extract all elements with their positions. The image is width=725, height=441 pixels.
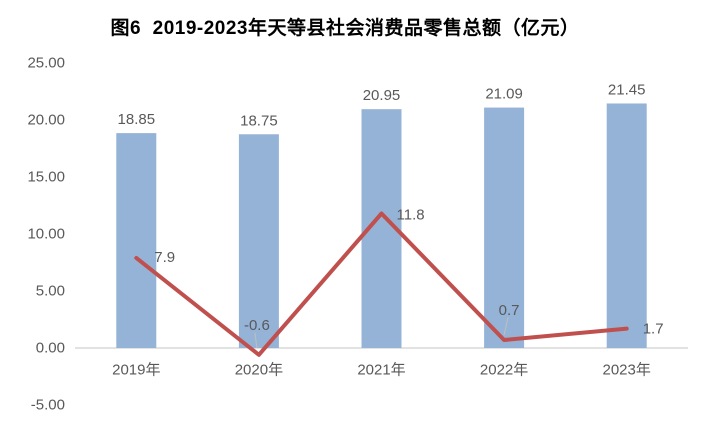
y-axis-tick-label: 10.00 xyxy=(27,226,65,243)
line-value-label: -0.6 xyxy=(244,317,270,334)
bar xyxy=(238,134,279,348)
x-axis-category-label: 2020年 xyxy=(235,362,283,379)
y-axis-tick-label: -5.00 xyxy=(31,397,65,414)
x-axis-category-label: 2021年 xyxy=(357,362,405,379)
x-axis-category-label: 2023年 xyxy=(603,362,651,379)
y-axis-tick-label: 15.00 xyxy=(27,169,65,186)
line-value-label: 0.7 xyxy=(499,302,520,319)
label-leader-line xyxy=(254,332,258,348)
line-value-label: 1.7 xyxy=(643,321,664,338)
chart-title: 图6 2019-2023年天等县社会消费品零售总额（亿元） xyxy=(110,18,580,39)
label-leader-line xyxy=(503,316,509,336)
line-value-label: 7.9 xyxy=(154,249,175,266)
bar-value-label: 21.09 xyxy=(485,86,523,103)
trend-line xyxy=(134,211,629,357)
bar-value-label: 21.45 xyxy=(608,81,646,98)
y-axis-tick-label: 25.00 xyxy=(27,55,65,72)
bar xyxy=(484,107,525,348)
bar-value-label: 18.75 xyxy=(240,112,278,129)
x-axis-category-label: 2019年 xyxy=(112,362,160,379)
y-axis-tick-label: 5.00 xyxy=(36,283,65,300)
x-axis-category-label: 2022年 xyxy=(480,362,528,379)
bar-value-label: 20.95 xyxy=(363,87,401,104)
bar-value-label: 18.85 xyxy=(118,111,156,128)
y-axis-tick-label: 0.00 xyxy=(36,340,65,357)
y-axis-tick-label: 20.00 xyxy=(27,112,65,129)
bar xyxy=(606,103,647,348)
line-value-label: 11.8 xyxy=(397,206,425,223)
bar xyxy=(116,133,157,348)
